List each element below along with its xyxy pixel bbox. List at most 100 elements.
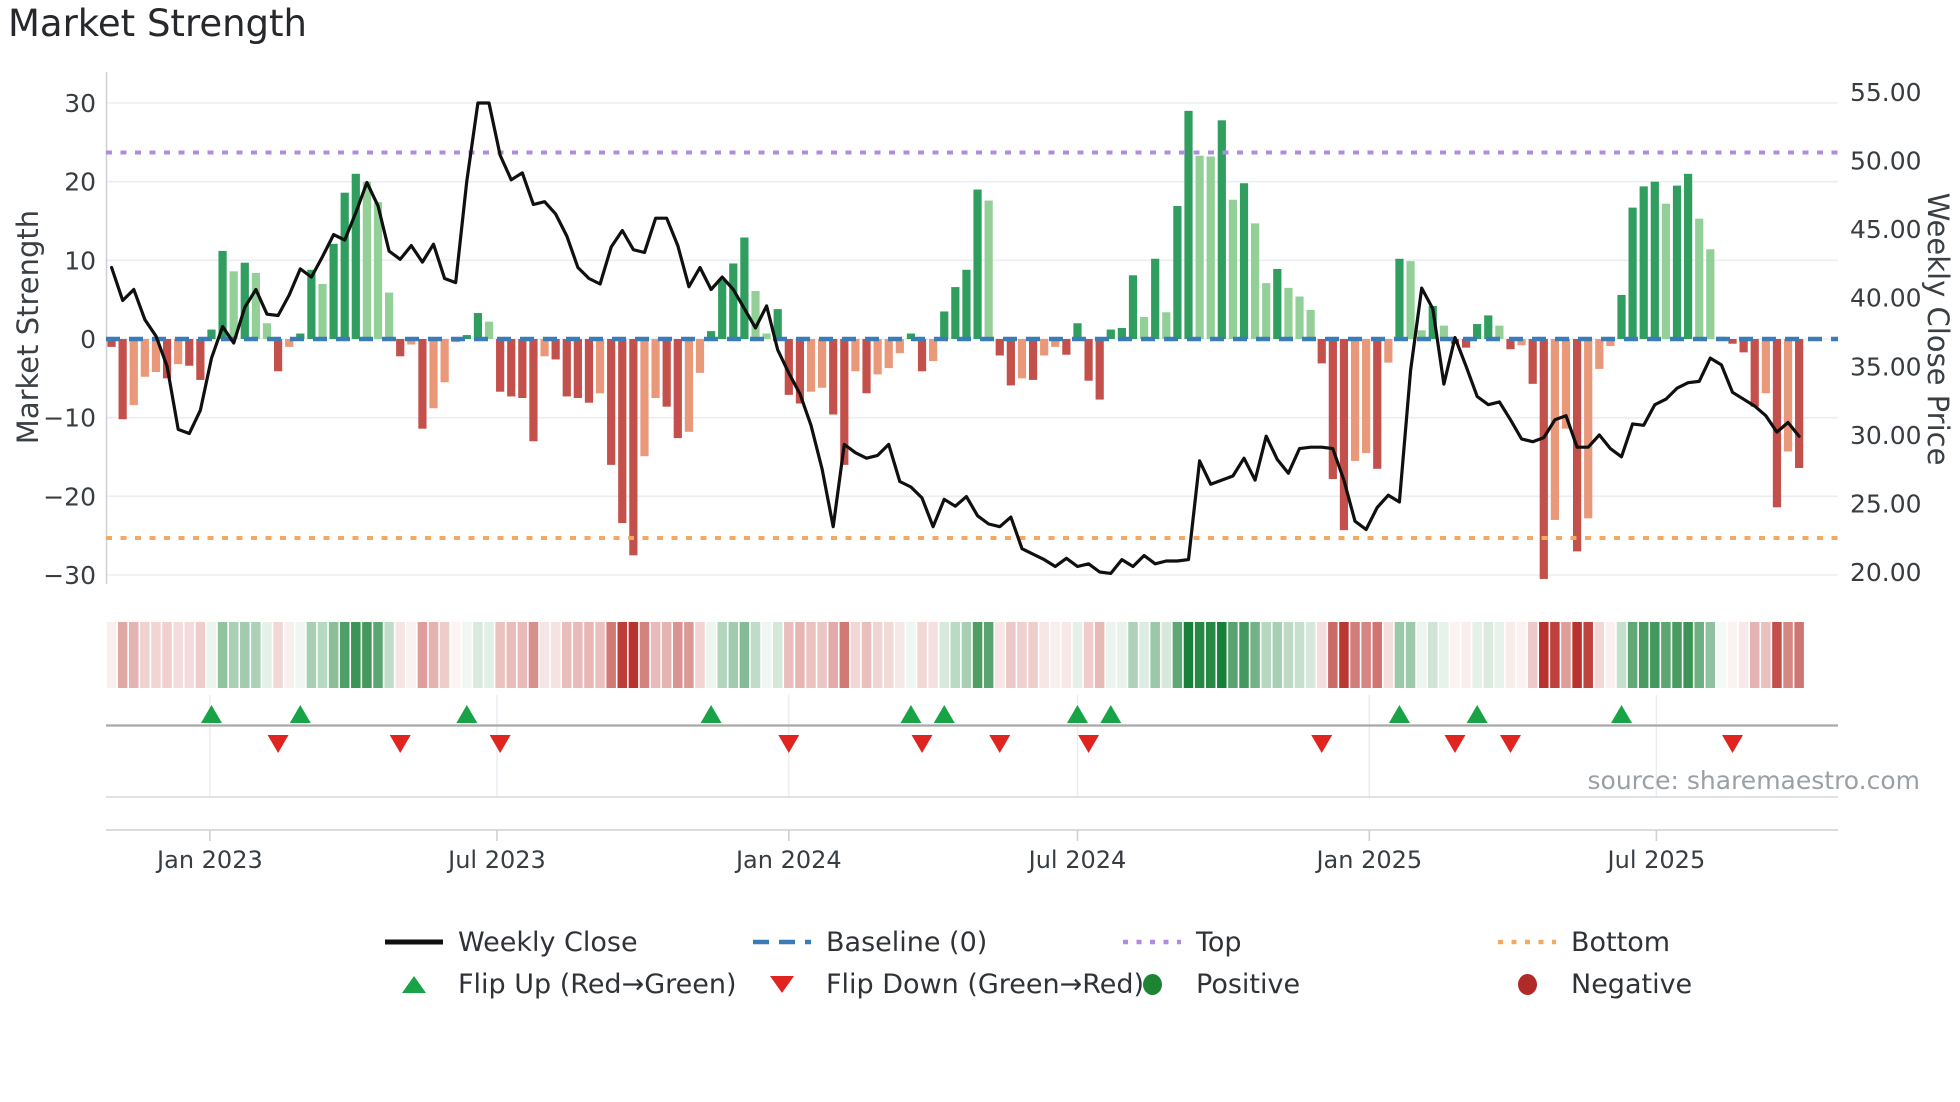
strength-bar bbox=[1428, 305, 1437, 339]
strength-bar bbox=[174, 339, 183, 365]
strength-bar bbox=[1595, 339, 1604, 369]
strength-bar bbox=[1728, 339, 1737, 344]
heatmap-cell bbox=[961, 622, 972, 688]
flip-down-marker bbox=[1444, 735, 1466, 753]
page-title: Market Strength bbox=[8, 2, 307, 45]
flip-up-marker bbox=[700, 705, 722, 723]
flip-up-marker bbox=[289, 705, 311, 723]
legend-item-bottom: Bottom bbox=[1495, 923, 1670, 961]
strength-bar bbox=[595, 339, 605, 394]
strength-bar bbox=[1783, 339, 1793, 452]
strength-bar bbox=[762, 333, 771, 339]
heatmap-cell bbox=[772, 622, 783, 688]
heatmap-cell bbox=[1650, 622, 1660, 688]
strength-bar bbox=[396, 339, 405, 357]
strength-bar bbox=[1095, 339, 1104, 400]
strength-bar bbox=[1362, 339, 1371, 454]
strength-bar bbox=[795, 339, 805, 404]
strength-bar bbox=[1328, 339, 1337, 480]
flip-up-marker bbox=[1466, 705, 1488, 723]
heatmap-cell bbox=[861, 622, 872, 688]
heatmap-cell bbox=[850, 622, 861, 688]
strength-bar bbox=[1062, 339, 1071, 355]
strength-bar bbox=[1528, 339, 1537, 384]
strength-bar bbox=[884, 339, 893, 369]
heatmap-cell bbox=[584, 622, 594, 688]
x-tick-label: Jan 2025 bbox=[1314, 846, 1422, 874]
right-axis-title: Weekly Close Price bbox=[1921, 192, 1955, 466]
strength-bar bbox=[840, 339, 849, 465]
strength-bar bbox=[440, 339, 449, 383]
strength-bar bbox=[262, 323, 272, 339]
strength-bar bbox=[1539, 339, 1548, 579]
left-axis-title: Market Strength bbox=[11, 209, 45, 445]
heatmap-cell bbox=[228, 622, 239, 688]
strength-bar bbox=[818, 339, 827, 388]
legend-label: Negative bbox=[1571, 968, 1693, 1000]
heatmap-cell bbox=[151, 622, 161, 688]
heatmap-cell bbox=[284, 622, 294, 688]
right-tick-label: 25.00 bbox=[1850, 489, 1922, 518]
heatmap-cell bbox=[462, 622, 472, 688]
strength-bar bbox=[1228, 199, 1238, 339]
flip-up-marker bbox=[200, 705, 222, 723]
heatmap-cell bbox=[306, 622, 317, 688]
strength-bar bbox=[1750, 339, 1759, 407]
heatmap-cell bbox=[1727, 622, 1738, 688]
heatmap-cell bbox=[129, 622, 139, 688]
right-tick-label: 30.00 bbox=[1850, 421, 1922, 450]
left-tick-label: 30 bbox=[64, 89, 96, 118]
strength-bar bbox=[1473, 324, 1482, 339]
x-tick-label: Jul 2025 bbox=[1606, 846, 1706, 874]
baseline-dash-swatch bbox=[750, 938, 814, 946]
legend-item-top: Top bbox=[1120, 923, 1242, 961]
strength-bar bbox=[1262, 283, 1271, 339]
strength-bar bbox=[484, 321, 494, 339]
heatmap-cell bbox=[1483, 622, 1494, 688]
heatmap-cell bbox=[1383, 622, 1394, 688]
heatmap-cell bbox=[251, 622, 261, 688]
heatmap-cell bbox=[473, 622, 483, 688]
strength-bar bbox=[1584, 339, 1593, 519]
strength-bar bbox=[1006, 339, 1015, 386]
heatmap-cell bbox=[739, 622, 750, 688]
strength-bar bbox=[540, 339, 549, 357]
right-tick-label: 20.00 bbox=[1850, 558, 1922, 587]
strength-bar bbox=[507, 339, 516, 397]
strength-bar bbox=[862, 339, 871, 394]
strength-bar bbox=[1217, 120, 1226, 339]
heatmap-cell bbox=[162, 622, 172, 688]
source-credit: source: sharemaestro.com bbox=[1587, 766, 1921, 795]
strength-bar bbox=[1117, 327, 1126, 339]
strength-bar bbox=[1617, 294, 1626, 339]
heatmap-cell bbox=[928, 622, 938, 688]
strength-bar bbox=[573, 339, 582, 399]
heatmap-cell bbox=[1494, 622, 1505, 688]
heatmap-cell bbox=[950, 622, 961, 688]
heatmap-cell bbox=[673, 622, 683, 688]
heatmap-cell bbox=[1738, 622, 1749, 688]
heatmap-cell bbox=[384, 622, 394, 688]
strength-bar bbox=[1195, 155, 1204, 339]
heatmap-cell bbox=[1428, 622, 1438, 688]
strength-bar bbox=[1495, 325, 1504, 339]
flip-down-triangle-icon bbox=[750, 975, 814, 993]
strength-bar bbox=[740, 237, 749, 339]
heatmap-cell bbox=[1261, 622, 1271, 688]
left-tick-label: 20 bbox=[64, 168, 96, 197]
strength-bar bbox=[1672, 185, 1682, 339]
legend-label: Weekly Close bbox=[458, 926, 638, 958]
strength-bar bbox=[1184, 110, 1193, 340]
strength-bar bbox=[1284, 287, 1293, 339]
strength-bar bbox=[1084, 339, 1093, 381]
heatmap-cell bbox=[1328, 622, 1338, 688]
heatmap-cell bbox=[328, 622, 339, 688]
strength-bar bbox=[118, 339, 127, 420]
strength-bar bbox=[1040, 339, 1049, 356]
heatmap-cell bbox=[1605, 622, 1616, 688]
heatmap-cell bbox=[1028, 622, 1038, 688]
flip-down-marker bbox=[1499, 735, 1521, 753]
heatmap-cell bbox=[1638, 622, 1649, 688]
heatmap-cell bbox=[1761, 622, 1771, 688]
